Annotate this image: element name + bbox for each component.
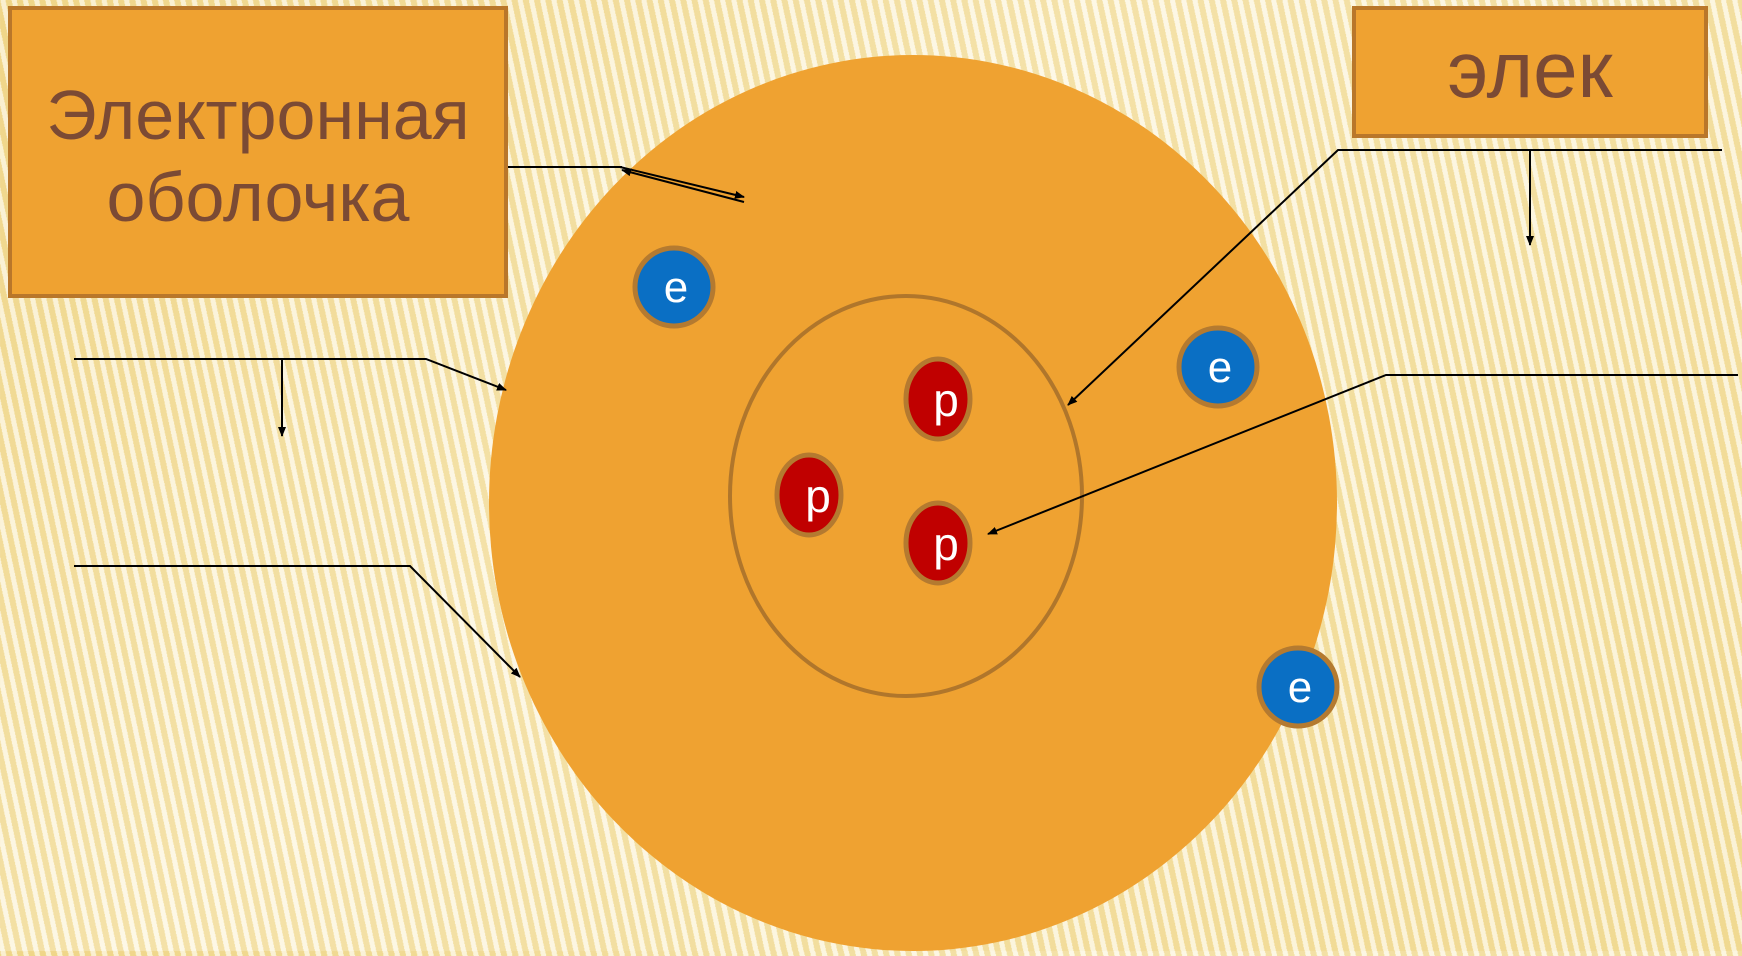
right-lower-leader [987,374,1738,535]
electron-3: e [1256,645,1340,729]
electron-label-box: элек [1352,6,1708,138]
electron-shell-label-box: Электронная оболочка [8,6,508,298]
proton-3-symbol: p [933,518,959,570]
electron-label-text: элек [1447,25,1613,114]
proton-1-symbol: p [933,374,959,426]
proton-2-symbol: p [805,470,831,522]
electron-1: e [632,245,716,329]
electron-1-symbol: e [664,263,688,312]
shell-leader-arrow-a [619,166,745,199]
left-lower-leader [74,565,521,678]
left-upper-leader [74,358,507,391]
right-upper-leader [1067,149,1722,406]
shell-label-line1: Электронная [46,76,470,154]
electron-2-symbol: e [1208,343,1232,392]
proton-1: p [903,356,973,442]
proton-2: p [774,452,844,538]
proton-3: p [903,500,973,586]
shell-leader-arrow-b [621,168,745,203]
electron-2: e [1176,325,1260,409]
atom-outer-circle [489,55,1337,951]
shell-label-line2: оболочка [106,158,410,236]
electron-3-symbol: e [1288,663,1312,712]
